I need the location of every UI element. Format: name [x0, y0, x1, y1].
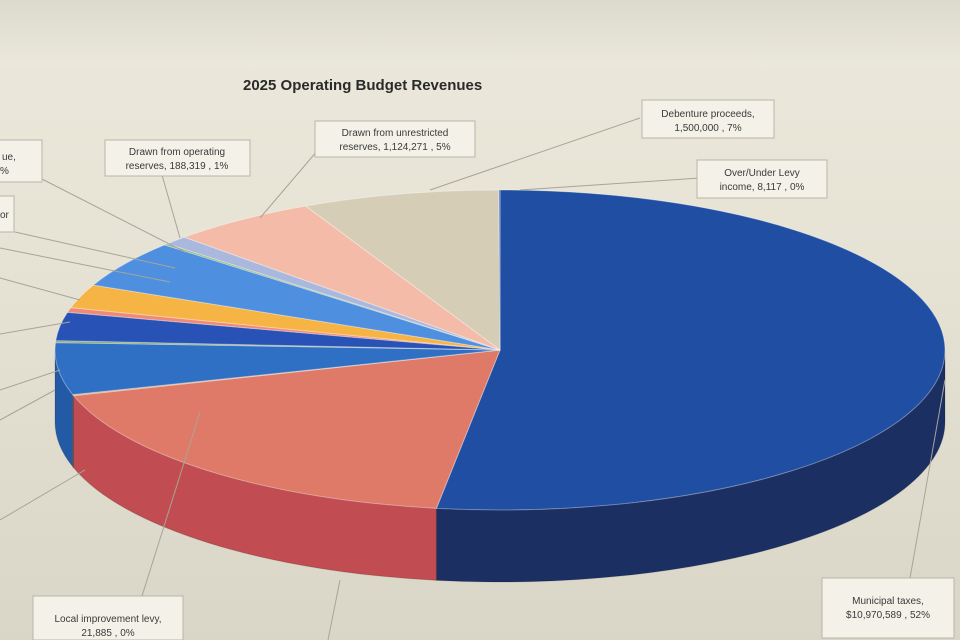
pie-slice-5-slice: [55, 311, 501, 351]
callout-operating-value: reserves, 188,319 , 1%: [126, 161, 229, 172]
callout-cut-a-line2: %: [0, 166, 9, 177]
callout-debenture: Debenture proceeds, 1,500,000 , 7%: [641, 99, 775, 139]
callout-cut-a-box: [0, 139, 43, 183]
callout-debenture-box: [641, 99, 775, 139]
leader-debenture: [429, 117, 641, 191]
callout-cut-b-line1: or: [0, 210, 10, 221]
callout-levy-value: income, 8,117 , 0%: [720, 182, 805, 193]
callout-local-box: [32, 595, 184, 640]
callout-municipal: Municipal taxes, $10,970,589 , 52%: [821, 577, 955, 639]
callout-local-name: Local improvement levy,: [54, 614, 161, 625]
paper-top-edge: [0, 0, 960, 66]
callout-operating-box: [104, 139, 251, 177]
leader-local: [141, 411, 201, 597]
leader-cut-d: [0, 277, 81, 301]
leader-cut-c: [0, 247, 171, 283]
callout-unrestricted-box: [314, 120, 476, 158]
leader-cut-a: [39, 177, 186, 253]
pie-slice-4-slice: [54, 340, 501, 351]
pie-slice-7-slice: [69, 284, 501, 351]
pie-slice-9-slice: [163, 243, 501, 351]
callout-municipal-box: [821, 577, 955, 639]
callout-cut-a-line1: ue,: [2, 152, 16, 163]
pie-slice-13-over-under-levy-income: [498, 189, 501, 351]
leader-cut-f: [0, 369, 61, 391]
pie-slice-12-debenture-proceeds: [304, 189, 501, 351]
leader-municipal: [909, 379, 946, 579]
leader-unrestricted: [259, 149, 319, 219]
callout-local-value: 21,885 , 0%: [81, 628, 134, 639]
leader-cut-b: [14, 231, 176, 269]
leader-lines: [0, 117, 946, 640]
callout-local: Local improvement levy, 21,885 , 0%: [32, 595, 184, 640]
leader-cut-g: [0, 389, 56, 421]
chart-title: 2025 Operating Budget Revenues: [243, 77, 482, 94]
pie-slice-1-slice: [72, 349, 501, 509]
pie-slice-2-local-improvement-levy: [71, 349, 501, 397]
leader-levy: [519, 177, 701, 191]
callout-cut-a: ue, %: [0, 139, 43, 183]
leader-cut-h: [0, 469, 86, 521]
pie-slice-8-slice: [92, 244, 501, 351]
callout-levy-name: Over/Under Levy: [724, 168, 800, 179]
leader-operating: [159, 167, 181, 239]
callout-municipal-value: $10,970,589 , 52%: [846, 610, 930, 621]
callout-unrestricted-value: reserves, 1,124,271 , 5%: [339, 142, 450, 153]
pie-slice-10-drawn-from-operating-reserves: [165, 236, 501, 351]
callout-cut-b: or: [0, 195, 15, 233]
callout-debenture-value: 1,500,000 , 7%: [674, 123, 741, 134]
pie-slice-0-municipal-taxes: [435, 189, 946, 511]
leader-cut-i: [327, 579, 341, 640]
callout-debenture-name: Debenture proceeds,: [661, 109, 754, 120]
callout-unrestricted: Drawn from unrestricted reserves, 1,124,…: [314, 120, 476, 158]
callout-municipal-name: Municipal taxes,: [852, 596, 924, 607]
pie-slice-6-slice: [66, 307, 501, 351]
callout-unrestricted-name: Drawn from unrestricted: [342, 128, 449, 139]
pie-tops: [54, 189, 946, 511]
callout-levy: Over/Under Levy income, 8,117 , 0%: [696, 159, 828, 199]
callout-operating: Drawn from operating reserves, 188,319 ,…: [104, 139, 251, 177]
callout-levy-box: [696, 159, 828, 199]
pie-slice-3-slice: [54, 342, 501, 396]
leader-cut-e: [0, 321, 71, 335]
pie-slice-11-drawn-from-unrestricted-reserves: [182, 205, 501, 351]
callout-cut-b-box: [0, 195, 15, 233]
callout-operating-name: Drawn from operating: [129, 147, 225, 158]
